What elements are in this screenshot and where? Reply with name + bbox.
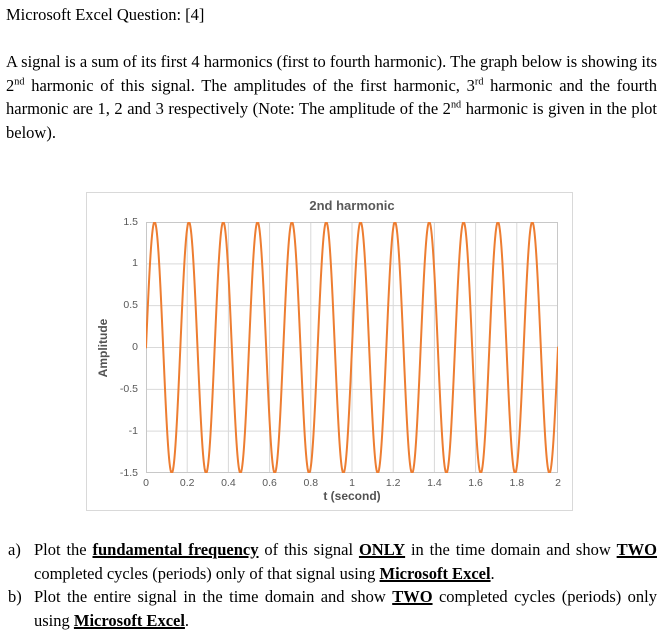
x-tick-label: 0.6 — [262, 477, 277, 489]
x-tick-label: 1 — [349, 477, 355, 489]
harmonic-sine-line — [146, 222, 558, 473]
task-item-a: a) Plot the fundamental frequency of this… — [6, 538, 657, 585]
question-header: Microsoft Excel Question: [4] — [6, 5, 205, 24]
intro-paragraph: A signal is a sum of its first 4 harmoni… — [6, 52, 657, 142]
task-item-b: b) Plot the entire signal in the time dom… — [6, 585, 657, 632]
x-tick-label: 1.6 — [468, 477, 483, 489]
x-tick-label: 0.2 — [179, 477, 195, 489]
y-tick-label: -1.5 — [119, 466, 138, 479]
x-tick-label: 0.4 — [221, 477, 236, 489]
harmonic-chart: 2nd harmonic Amplitude 1.5 1 0.5 0 -0.5 -1 -1.… — [86, 192, 573, 511]
y-tick-label: -1 — [128, 424, 138, 437]
x-axis-title: t (second) — [323, 489, 381, 503]
task-label-a: a) — [8, 540, 21, 559]
y-tick-label: -0.5 — [119, 382, 138, 395]
x-tick-label: 1.4 — [427, 477, 442, 489]
x-tick-label: 0 — [143, 477, 149, 489]
task-text-b: Plot the entire signal in the time domai… — [34, 587, 657, 630]
chart-title: 2nd harmonic — [309, 198, 395, 213]
y-tick-label: 1.5 — [123, 215, 138, 228]
x-tick-label: 1.2 — [385, 477, 401, 489]
y-tick-label: 0.5 — [123, 299, 138, 312]
task-list: a) Plot the fundamental frequency of this… — [6, 538, 657, 632]
x-tick-label: 1.8 — [509, 477, 525, 489]
plot-area — [146, 222, 558, 473]
task-label-b: b) — [8, 587, 22, 607]
y-tick-label: 1 — [132, 257, 138, 270]
x-tick-label: 2 — [555, 477, 561, 489]
task-text-a: Plot the fundamental frequency of this s… — [34, 540, 657, 583]
x-tick-label: 0.8 — [303, 477, 319, 489]
y-tick-label: 0 — [132, 341, 138, 353]
